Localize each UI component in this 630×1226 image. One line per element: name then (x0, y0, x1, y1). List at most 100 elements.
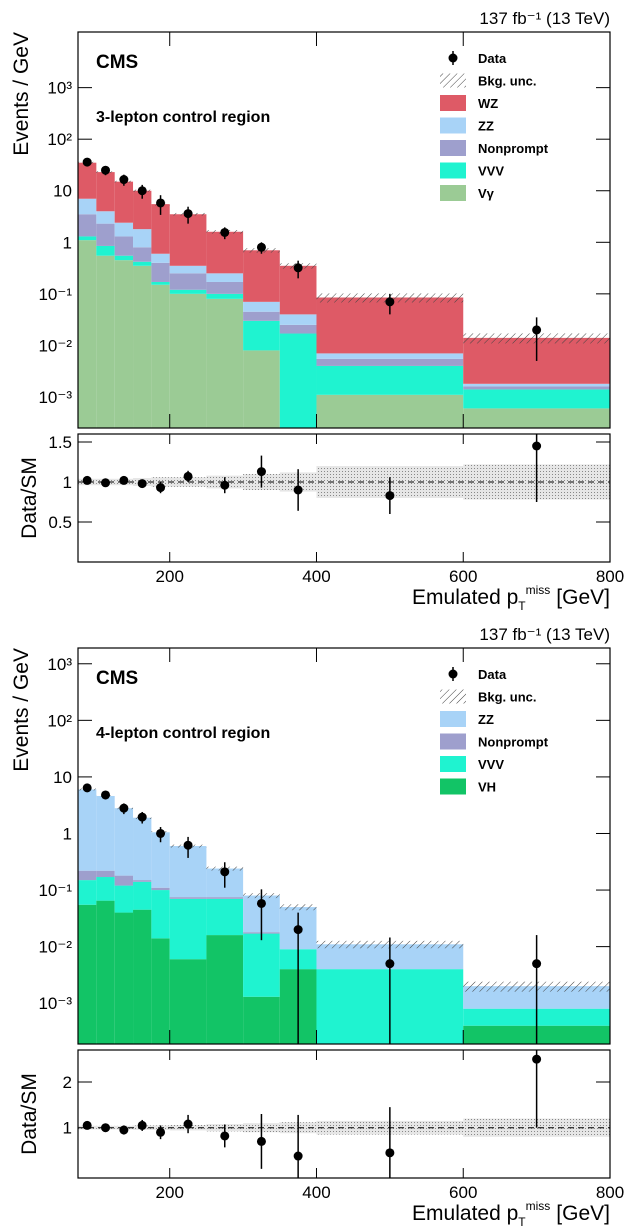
data-point (137, 186, 147, 196)
ratio-point (256, 1136, 266, 1146)
legend-swatch (440, 689, 466, 704)
data-point (82, 157, 92, 167)
stack-segment (151, 832, 170, 888)
data-point (101, 790, 111, 800)
stack-segment (78, 214, 97, 237)
stack-segment (169, 265, 207, 274)
stack-segment (114, 222, 134, 237)
y-tick-label: 1 (63, 473, 72, 492)
legend-marker (448, 53, 458, 63)
data-point (101, 165, 111, 175)
stack-segment (133, 880, 152, 882)
stack-segment (316, 365, 464, 395)
stack-segment (206, 298, 244, 428)
y-tick-label: 10⁻³ (38, 994, 72, 1013)
stack-segment (243, 301, 280, 312)
stack-segment (151, 890, 170, 939)
stack-segment (169, 897, 207, 899)
stack-segment (96, 172, 115, 212)
x-tick-label: 400 (302, 567, 330, 586)
data-point (183, 209, 193, 219)
legend-label: Bkg. unc. (478, 690, 537, 705)
stack-segment (151, 204, 170, 254)
stack-segment (133, 909, 152, 1044)
legend-label: VVV (478, 164, 504, 179)
stack-segment (169, 898, 207, 960)
y-tick-label: 10⁻¹ (38, 881, 72, 900)
stack-segment (133, 261, 152, 266)
x-tick-label: 600 (449, 1183, 477, 1202)
y-tick-label: 10 (53, 768, 72, 787)
stack-segment (206, 273, 244, 282)
stack-segment (78, 789, 97, 871)
x-tick-label: 400 (302, 1183, 330, 1202)
legend-swatch (440, 733, 466, 750)
y-tick-label: 10³ (47, 655, 72, 674)
stack-segment (279, 324, 317, 334)
ratio-point (101, 1123, 111, 1133)
y-tick-label: 0.5 (48, 513, 72, 532)
bkg-unc-band (463, 1118, 610, 1137)
stack-segment (96, 245, 115, 256)
stack-segment (78, 162, 97, 199)
ratio-point (82, 1120, 92, 1130)
ratio-point (183, 471, 193, 481)
data-point (137, 812, 147, 822)
stack-segment (78, 870, 97, 881)
stack-segment (243, 250, 280, 302)
stack-segment (206, 281, 244, 294)
energy-label: 137 fb⁻¹ (13 TeV) (479, 625, 610, 644)
x-axis-title-sub: T (518, 1215, 526, 1226)
stack-segment (78, 904, 97, 1044)
stack-segment (463, 408, 610, 428)
energy-label: 137 fb⁻¹ (13 TeV) (479, 9, 610, 28)
stack-segment (133, 229, 152, 248)
stack-segment (96, 877, 115, 901)
stack-segment (151, 281, 170, 285)
stack-segment (169, 293, 207, 428)
stack-segment (316, 394, 464, 428)
ratio-point (220, 1131, 230, 1141)
y-tick-label: 1 (63, 1119, 72, 1138)
y-axis-title: Events / GeV (10, 32, 33, 156)
stack-segment (96, 795, 115, 871)
experiment-label: CMS (96, 52, 138, 73)
legend-swatch (440, 711, 466, 727)
x-axis-title-text: Emulated p (412, 1202, 518, 1225)
ratio-point (532, 441, 542, 451)
stack-segment (279, 333, 317, 428)
ratio-point (256, 467, 266, 477)
x-axis-title: Emulated pTmiss [GeV] (412, 1199, 610, 1226)
stack-segment (463, 383, 610, 387)
legend-label: ZZ (478, 712, 494, 727)
data-point (156, 198, 166, 208)
x-axis-title-sub: T (518, 599, 526, 613)
data-point (293, 263, 303, 273)
ratio-point (183, 1119, 193, 1129)
data-point (385, 297, 395, 307)
stack-segment (463, 389, 610, 409)
stack-segment (206, 898, 244, 936)
y-tick-label: 1 (63, 233, 72, 252)
ratio-point (119, 475, 129, 485)
stack-segment (114, 236, 134, 256)
stack-segment (169, 289, 207, 294)
x-axis-title-text: Emulated p (412, 586, 518, 609)
y-axis-title: Data/SM (18, 457, 41, 539)
legend-swatch (440, 95, 466, 111)
region-label: 4-lepton control region (96, 725, 270, 742)
stack-segment (78, 198, 97, 215)
stack-segment (243, 933, 280, 997)
y-axis-title: Data/SM (18, 1073, 41, 1155)
y-tick-label: 10⁻³ (38, 388, 72, 407)
plot-frame (77, 31, 611, 429)
ratio-point (137, 1120, 147, 1130)
stack-segment (151, 887, 170, 891)
stack-segment (151, 253, 170, 263)
stack-segment (133, 817, 152, 881)
y-tick-label: 2 (63, 1073, 72, 1092)
stack-segment (114, 181, 134, 223)
x-axis-title: Emulated pTmiss [GeV] (412, 583, 610, 613)
stack-segment (316, 353, 464, 359)
